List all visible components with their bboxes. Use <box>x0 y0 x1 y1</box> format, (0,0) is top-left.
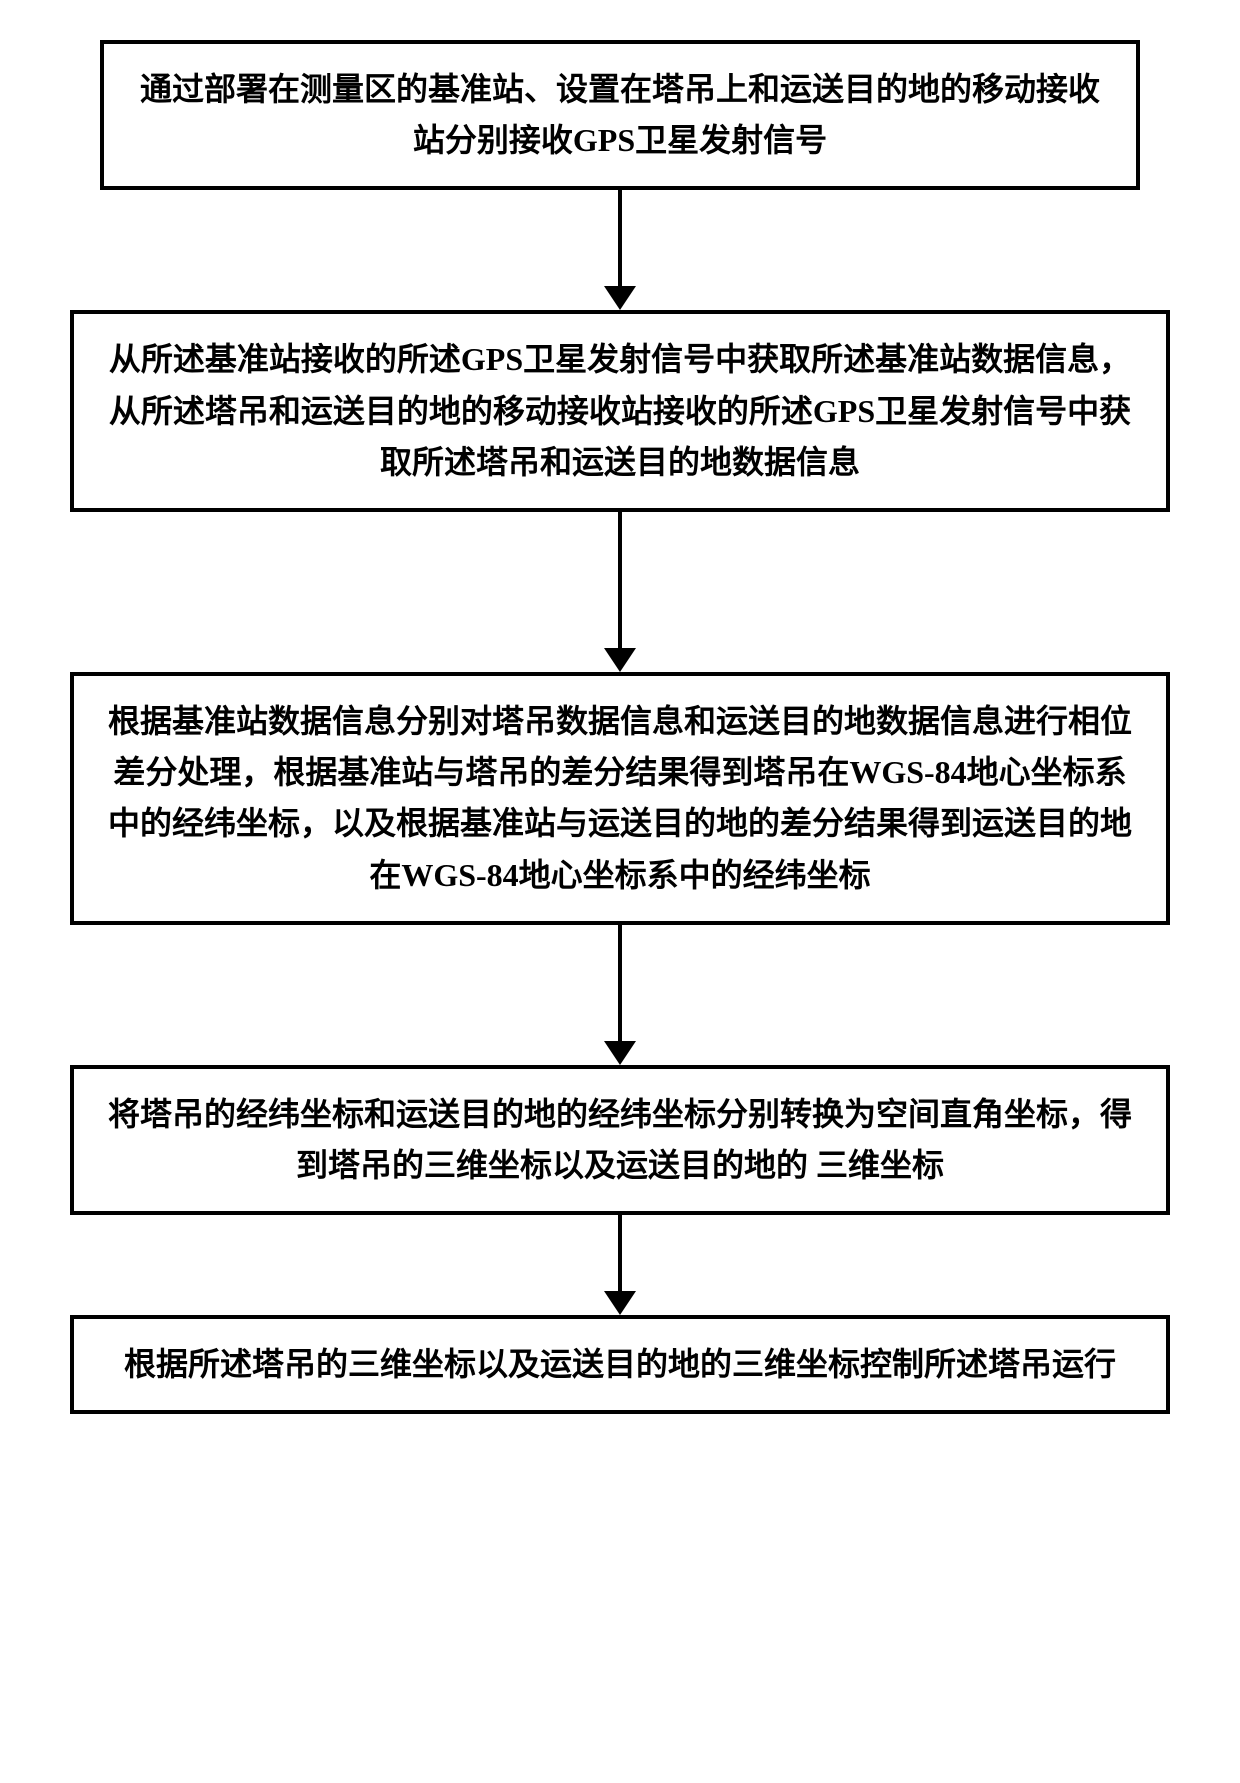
arrow-head-icon <box>604 286 636 310</box>
arrow-head-icon <box>604 1041 636 1065</box>
flowchart-arrow <box>604 925 636 1065</box>
flowchart-node-step1: 通过部署在测量区的基准站、设置在塔吊上和运送目的地的移动接收站分别接收GPS卫星… <box>100 40 1140 190</box>
arrow-head-icon <box>604 1291 636 1315</box>
arrow-line <box>618 1215 622 1291</box>
flowchart-node-step5: 根据所述塔吊的三维坐标以及运送目的地的三维坐标控制所述塔吊运行 <box>70 1315 1170 1414</box>
arrow-line <box>618 190 622 286</box>
flowchart-node-step4: 将塔吊的经纬坐标和运送目的地的经纬坐标分别转换为空间直角坐标，得到塔吊的三维坐标… <box>70 1065 1170 1215</box>
flowchart-arrow <box>604 1215 636 1315</box>
flowchart-node-step2: 从所述基准站接收的所述GPS卫星发射信号中获取所述基准站数据信息，从所述塔吊和运… <box>70 310 1170 512</box>
flowchart-node-step3: 根据基准站数据信息分别对塔吊数据信息和运送目的地数据信息进行相位差分处理，根据基… <box>70 672 1170 925</box>
flowchart-arrow <box>604 512 636 672</box>
flowchart-arrow <box>604 190 636 310</box>
arrow-line <box>618 925 622 1041</box>
arrow-line <box>618 512 622 648</box>
flowchart-container: 通过部署在测量区的基准站、设置在塔吊上和运送目的地的移动接收站分别接收GPS卫星… <box>60 40 1180 1414</box>
arrow-head-icon <box>604 648 636 672</box>
